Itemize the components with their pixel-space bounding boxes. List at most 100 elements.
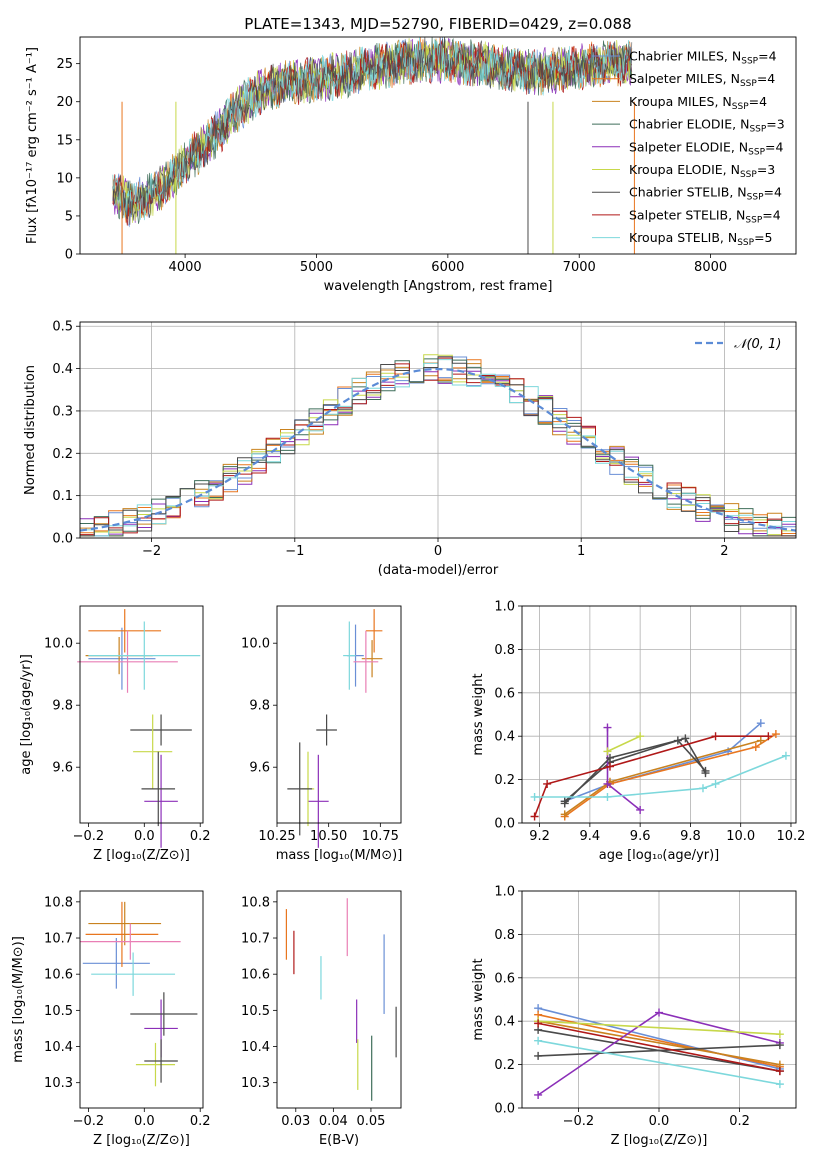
weight_vs_age-point-marker (698, 784, 707, 793)
gaussian-curve (79, 368, 797, 532)
mass_vs_Z-xtick-label: 0.2 (190, 1114, 211, 1129)
weight_vs_age-series-line (564, 739, 707, 802)
weight_vs_Z-series-line (538, 1020, 780, 1035)
age_vs_Z-xlabel: Z [log₁₀(Z/Z⊙)] (93, 848, 190, 863)
legend-label: Salpeter MILES, NSSP=4 (629, 71, 775, 89)
residuals-ytick-label: 0.5 (52, 320, 73, 335)
spectrum-xtick-label: 4000 (169, 260, 202, 275)
weight_vs_age-series-line (607, 735, 641, 753)
weight_vs_Z-ytick-label: 0.2 (494, 1058, 515, 1073)
weight_vs_Z-point-marker (775, 1041, 784, 1050)
weight_vs_age-ytick-label: 0.0 (494, 817, 515, 832)
age_vs_Z-xtick-label: 0.2 (190, 829, 211, 844)
spectrum-ytick-label: 0 (65, 248, 73, 263)
age_vs_Z-xtick-label: 0.0 (134, 829, 155, 844)
mass_vs_Z-ytick-label: 10.7 (44, 932, 73, 947)
residuals-frame (79, 321, 797, 539)
mass_vs_ebv-ytick-label: 10.5 (241, 1004, 270, 1019)
mass_vs_ebv-ytick-label: 10.8 (241, 895, 270, 910)
spectrum-ytick-label: 10 (56, 171, 73, 186)
mass_vs_ebv-ytick-label: 10.6 (241, 968, 270, 983)
mass_vs_Z-ytick-label: 10.5 (44, 1004, 73, 1019)
mass_vs_ebv-xlabel: E(B-V) (319, 1133, 359, 1148)
weight_vs_age-point-marker (771, 730, 780, 739)
weight_vs_age-point-marker (781, 751, 790, 760)
spectrum-ytick-label: 20 (56, 95, 73, 110)
mass_vs_ebv-ytick-label: 10.7 (241, 932, 270, 947)
mass_vs_Z-frame (79, 890, 204, 1109)
weight_vs_age-point-marker (605, 753, 614, 762)
age_vs_Z-ytick-label: 9.6 (52, 761, 73, 776)
weight_vs_age-point-marker (756, 736, 765, 745)
weight_vs_age-series-line (564, 733, 777, 818)
age_vs_mass-ytick-label: 10.0 (241, 637, 270, 652)
weight_vs_age-series-line (564, 722, 762, 803)
weight_vs_age-frame (521, 605, 797, 824)
residuals-xtick-label: 0 (434, 544, 442, 559)
weight_vs_Z-series-line (537, 1020, 781, 1066)
weight_vs_Z-point-marker (775, 1030, 784, 1039)
weight_vs_age-point-marker (605, 762, 614, 771)
residuals-ylabel: Normed distribution (23, 365, 38, 495)
weight_vs_age-point-marker (543, 779, 552, 788)
residuals-xtick-label: 2 (720, 544, 728, 559)
mass_vs_Z-ylabel: mass [log₁₀(M/M⊙)] (11, 936, 26, 1063)
weight_vs_Z-series-line (538, 1044, 780, 1057)
weight_vs_age-ytick-label: 0.6 (494, 686, 515, 701)
weight_vs_age-point-marker (603, 723, 612, 732)
legend-label: Chabrier STELIB, NSSP=4 (629, 185, 782, 203)
legend-label: Kroupa STELIB, NSSP=5 (629, 230, 773, 248)
weight_vs_Z-frame (521, 890, 797, 1109)
weight_vs_Z-point-marker (775, 1080, 784, 1089)
weight_vs_Z-ytick-label: 0.6 (494, 971, 515, 986)
spectrum-ytick-label: 25 (56, 57, 73, 72)
age_vs_mass-xlabel: mass [log₁₀(M/M⊙)] (276, 848, 403, 863)
mass_vs_ebv-frame (276, 890, 402, 1109)
weight_vs_age-xtick-label: 9.2 (529, 829, 550, 844)
weight_vs_Z-ylabel: mass weight (471, 958, 486, 1040)
weight_vs_age-point-marker (560, 799, 569, 808)
weight_vs_age-point-marker (603, 747, 612, 756)
residuals-ytick-label: 0.4 (52, 362, 73, 377)
age_vs_mass-xtick-label: 10.75 (362, 829, 399, 844)
mass_vs_ebv-ytick-label: 10.4 (241, 1040, 270, 1055)
mass_vs_Z-ytick-label: 10.6 (44, 968, 73, 983)
weight_vs_Z-series-line (537, 1022, 781, 1072)
weight_vs_Z-xtick-label: 0.2 (729, 1114, 750, 1129)
age_vs_Z-frame (79, 605, 204, 824)
weight_vs_age-point-marker (636, 805, 645, 814)
mass_vs_Z-ytick-label: 10.4 (44, 1040, 73, 1055)
weight_vs_age-xtick-label: 9.4 (580, 829, 601, 844)
age_vs_mass-ytick-label: 9.8 (249, 699, 270, 714)
weight_vs_age-point-marker (711, 732, 720, 741)
legend-label: 𝒩(0, 1) (734, 337, 781, 352)
weight_vs_Z-point-marker (655, 1008, 663, 1017)
residuals-ytick-label: 0.1 (52, 489, 73, 504)
legend-label: Kroupa ELODIE, NSSP=3 (629, 162, 775, 180)
mass_vs_ebv-xtick-label: 0.05 (356, 1114, 385, 1129)
residuals-ytick-label: 0.3 (52, 404, 73, 419)
spectrum-ylabel: Flux [fλ10⁻¹⁷ erg cm⁻² s⁻¹ A⁻¹] (25, 47, 40, 244)
weight_vs_age-ylabel: mass weight (471, 673, 486, 755)
mass_vs_ebv-xtick-label: 0.03 (281, 1114, 310, 1129)
weight_vs_age-xtick-label: 9.6 (630, 829, 651, 844)
spectrum-xtick-label: 5000 (300, 260, 333, 275)
spectrum-xlabel: wavelength [Angstrom, rest frame] (324, 279, 553, 294)
residuals-xtick-label: −2 (142, 544, 161, 559)
mass_vs_ebv-ytick-label: 10.3 (241, 1076, 270, 1091)
weight_vs_Z-ytick-label: 0.8 (494, 928, 515, 943)
age_vs_mass-ytick-label: 9.6 (249, 761, 270, 776)
age_vs_mass-xtick-label: 10.50 (310, 829, 347, 844)
weight_vs_Z-ytick-label: 0.4 (494, 1015, 515, 1030)
weight_vs_age-point-marker (530, 792, 539, 801)
residuals-xlabel: (data-model)/error (378, 563, 499, 578)
weight_vs_age-series-line (606, 727, 641, 811)
mass_vs_Z-ytick-label: 10.3 (44, 1076, 73, 1091)
weight_vs_Z-xtick-label: −0.2 (563, 1114, 595, 1129)
residuals-xtick-label: 1 (577, 544, 585, 559)
spectrum-xtick-label: 6000 (431, 260, 464, 275)
legend-label: Salpeter STELIB, NSSP=4 (629, 207, 781, 225)
weight_vs_age-point-marker (764, 732, 773, 741)
weight_vs_age-point-marker (751, 743, 760, 752)
